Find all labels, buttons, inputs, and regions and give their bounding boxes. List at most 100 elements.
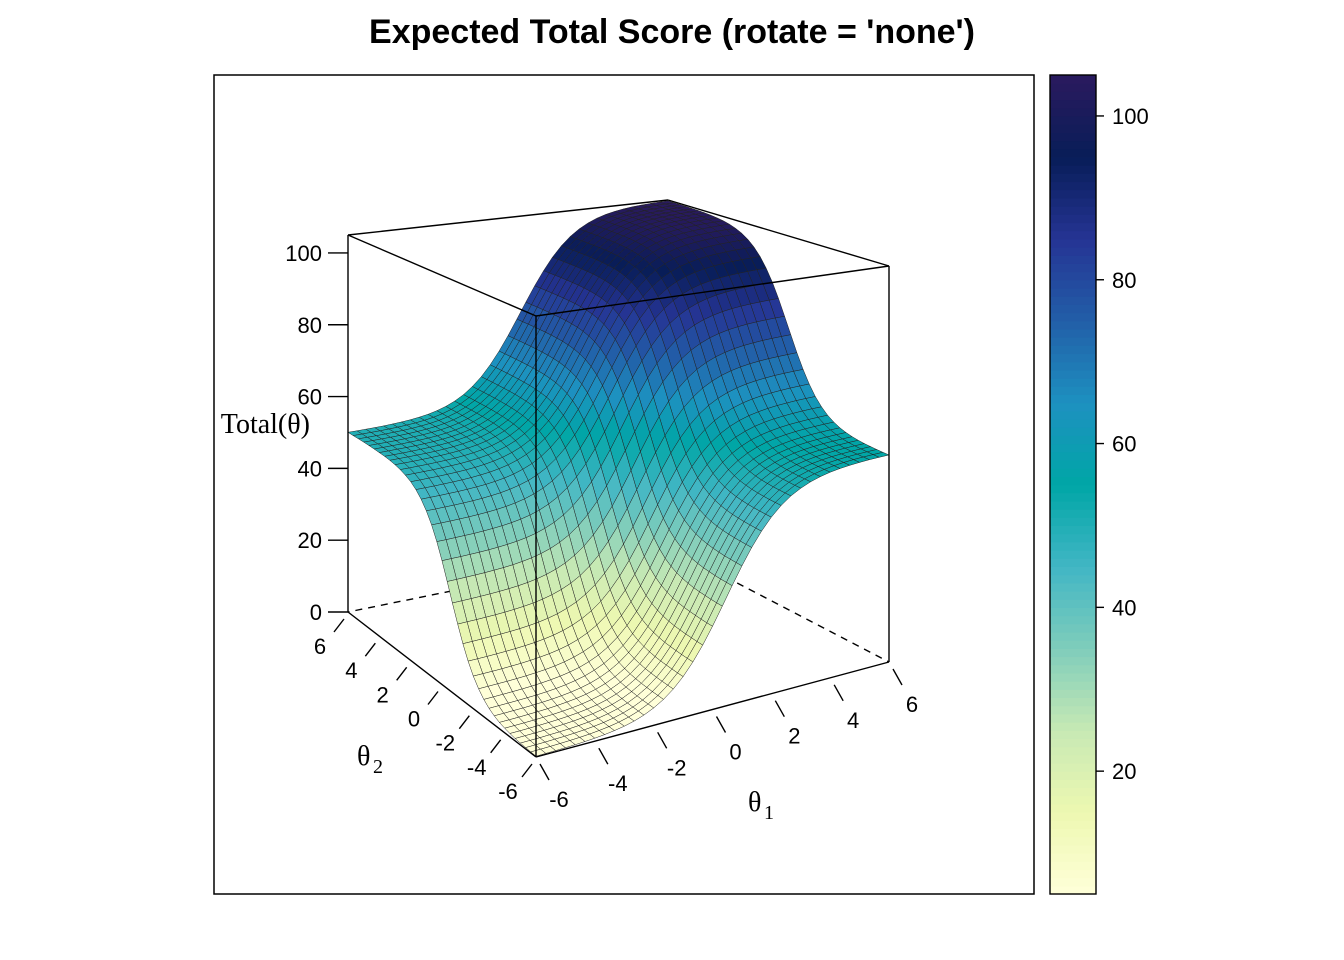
colorbar: 20 40 60 80 100: [1049, 74, 1149, 895]
colorbar-segment: [1050, 484, 1096, 494]
colorbar-segment: [1050, 631, 1096, 641]
colorbar-segment: [1050, 75, 1096, 84]
colorbar-segment: [1050, 771, 1096, 780]
box-edge-front-bottom: [535, 661, 890, 758]
colorbar-segment: [1050, 476, 1096, 486]
theta2-tick-label: -4: [467, 755, 487, 780]
colorbar-segment: [1050, 337, 1096, 346]
colorbar-segment: [1050, 550, 1096, 559]
colorbar-segment: [1050, 590, 1096, 600]
colorbar-tick-label: 20: [1112, 759, 1136, 784]
theta2-tick-mark: [333, 618, 345, 633]
colorbar-segment: [1050, 320, 1096, 330]
theta1-tick-mark: [539, 763, 550, 781]
theta1-tick-mark: [892, 668, 903, 686]
colorbar-segment: [1050, 509, 1096, 518]
z-tick-label: 0: [310, 600, 322, 625]
colorbar-segment: [1050, 754, 1096, 764]
colorbar-segment: [1050, 558, 1096, 567]
box-edge-left-bottom: [347, 611, 537, 758]
theta1-axis-label: θ: [748, 787, 761, 818]
colorbar-segment: [1050, 517, 1096, 527]
theta2-tick-label: -2: [436, 731, 456, 756]
z-tick-label: 80: [298, 313, 322, 338]
colorbar-segment: [1050, 574, 1096, 584]
colorbar-segment: [1050, 681, 1096, 690]
colorbar-segment: [1050, 500, 1096, 510]
colorbar-segment: [1050, 189, 1096, 199]
theta2-tick-mark: [490, 739, 502, 754]
theta2-tick-label: 0: [408, 707, 420, 732]
colorbar-tick-label: 80: [1112, 268, 1136, 293]
colorbar-segment: [1050, 386, 1096, 396]
colorbar-segment: [1050, 746, 1096, 756]
colorbar-segment: [1050, 672, 1096, 682]
theta2-tick-mark: [364, 642, 376, 657]
colorbar-segment: [1050, 214, 1096, 224]
colorbar-segment: [1050, 607, 1096, 617]
colorbar-segment: [1050, 787, 1096, 797]
theta1-axis-subscript: 1: [764, 802, 774, 824]
colorbar-segment: [1050, 255, 1096, 264]
theta1-tick-mark: [598, 747, 609, 765]
colorbar-segment: [1050, 148, 1096, 158]
bounding-box-visible: [347, 199, 890, 758]
colorbar-segment: [1050, 828, 1096, 838]
colorbar-segment: [1050, 885, 1096, 895]
colorbar-segment: [1050, 238, 1096, 248]
theta1-tick-mark: [774, 700, 785, 718]
colorbar-segment: [1050, 648, 1096, 658]
colorbar-segment: [1050, 165, 1096, 174]
colorbar-segment: [1050, 722, 1096, 731]
colorbar-segment: [1050, 869, 1096, 879]
theta2-tick-mark: [396, 666, 408, 681]
theta2-tick-label: -6: [498, 779, 518, 804]
colorbar-segment: [1050, 877, 1096, 887]
theta2-axis-subscript: 2: [373, 756, 383, 778]
theta1-tick-label: -6: [549, 787, 569, 812]
z-tick-label: 20: [298, 528, 322, 553]
z-tick-label: 100: [285, 241, 322, 266]
colorbar-segment: [1050, 459, 1096, 469]
colorbar-segment: [1050, 402, 1096, 412]
box-edge-back-top: [347, 199, 669, 236]
theta1-tick-label: 0: [729, 740, 741, 765]
z-tick-label: 60: [298, 385, 322, 410]
box-edge-left-top: [347, 234, 537, 317]
colorbar-segment: [1050, 435, 1096, 445]
box-edge-front-top: [535, 265, 890, 317]
theta2-axis-label: θ: [357, 741, 370, 772]
colorbar-segment: [1050, 705, 1096, 715]
colorbar-segment: [1050, 713, 1096, 723]
colorbar-frame: [1049, 74, 1097, 895]
colorbar-segment: [1050, 156, 1096, 166]
theta2-tick-label: 6: [314, 634, 326, 659]
colorbar-segment: [1050, 525, 1096, 535]
colorbar-segment: [1050, 222, 1096, 232]
colorbar-segment: [1050, 287, 1096, 297]
colorbar-segment: [1050, 762, 1096, 772]
colorbar-segment: [1050, 541, 1096, 551]
colorbar-segment: [1050, 107, 1096, 117]
colorbar-segment: [1050, 246, 1096, 256]
colorbar-segment: [1050, 197, 1096, 207]
colorbar-segment: [1050, 689, 1096, 699]
z-tick-label: 40: [298, 456, 322, 481]
colorbar-segment: [1050, 844, 1096, 854]
theta1-tick-label: 4: [847, 708, 859, 733]
colorbar-tick-label: 100: [1112, 104, 1149, 129]
z-axis-label: Total(θ): [221, 409, 310, 440]
colorbar-segment: [1050, 206, 1096, 215]
theta1-tick-label: -2: [667, 755, 687, 780]
colorbar-segment: [1050, 427, 1096, 436]
theta1-tick-label: -4: [608, 771, 628, 796]
theta2-tick-mark: [521, 763, 533, 778]
colorbar-segment: [1050, 124, 1096, 133]
colorbar-segment: [1050, 132, 1096, 142]
colorbar-segment: [1050, 599, 1096, 608]
colorbar-segment: [1050, 91, 1096, 101]
colorbar-segment: [1050, 353, 1096, 363]
colorbar-segment: [1050, 779, 1096, 789]
box-edge-right-top: [667, 199, 890, 267]
